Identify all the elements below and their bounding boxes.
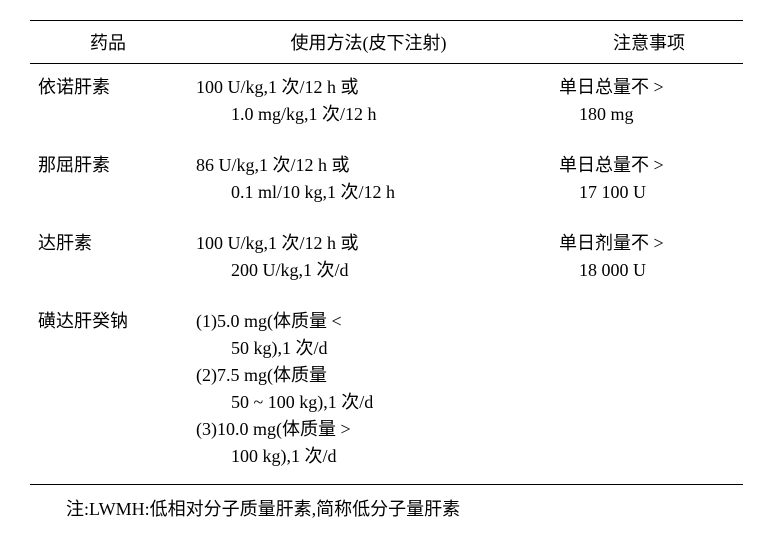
usage-line: 50 ~ 100 kg),1 次/d	[186, 389, 551, 416]
usage-cell: (1)5.0 mg(体质量 < 50 kg),1 次/d (2)7.5 mg(体…	[182, 298, 555, 485]
drug-name: 那屈肝素	[30, 142, 182, 220]
usage-line: (2)7.5 mg(体质量	[186, 362, 551, 389]
drug-name: 达肝素	[30, 220, 182, 298]
usage-line: 200 U/kg,1 次/d	[186, 257, 551, 284]
table-header-row: 药品 使用方法(皮下注射) 注意事项	[30, 21, 743, 64]
usage-line: (1)5.0 mg(体质量 <	[186, 308, 551, 335]
table-row: 依诺肝素 100 U/kg,1 次/12 h 或 1.0 mg/kg,1 次/1…	[30, 64, 743, 143]
table-row: 那屈肝素 86 U/kg,1 次/12 h 或 0.1 ml/10 kg,1 次…	[30, 142, 743, 220]
usage-line: 86 U/kg,1 次/12 h 或	[186, 152, 551, 179]
caution-line: 17 100 U	[559, 179, 739, 206]
drug-name: 磺达肝癸钠	[30, 298, 182, 485]
usage-cell: 100 U/kg,1 次/12 h 或 200 U/kg,1 次/d	[182, 220, 555, 298]
footer-note: 注:LWMH:低相对分子质量肝素,简称低分子量肝素	[30, 485, 743, 521]
caution-line: 18 000 U	[559, 257, 739, 284]
caution-line: 单日剂量不 >	[559, 230, 739, 257]
caution-cell: 单日剂量不 > 18 000 U	[555, 220, 743, 298]
usage-line: 100 U/kg,1 次/12 h 或	[186, 74, 551, 101]
header-usage: 使用方法(皮下注射)	[182, 21, 555, 64]
usage-cell: 86 U/kg,1 次/12 h 或 0.1 ml/10 kg,1 次/12 h	[182, 142, 555, 220]
table-row: 磺达肝癸钠 (1)5.0 mg(体质量 < 50 kg),1 次/d (2)7.…	[30, 298, 743, 485]
drug-name: 依诺肝素	[30, 64, 182, 143]
caution-line: 单日总量不 >	[559, 152, 739, 179]
header-caution: 注意事项	[555, 21, 743, 64]
usage-cell: 100 U/kg,1 次/12 h 或 1.0 mg/kg,1 次/12 h	[182, 64, 555, 143]
usage-line: 0.1 ml/10 kg,1 次/12 h	[186, 179, 551, 206]
caution-line: 单日总量不 >	[559, 74, 739, 101]
caution-cell: 单日总量不 > 180 mg	[555, 64, 743, 143]
usage-line: 100 kg),1 次/d	[186, 443, 551, 470]
table-row: 达肝素 100 U/kg,1 次/12 h 或 200 U/kg,1 次/d 单…	[30, 220, 743, 298]
caution-cell: 单日总量不 > 17 100 U	[555, 142, 743, 220]
drug-dosage-table: 药品 使用方法(皮下注射) 注意事项 依诺肝素 100 U/kg,1 次/12 …	[30, 20, 743, 485]
caution-line: 180 mg	[559, 101, 739, 128]
usage-line: 50 kg),1 次/d	[186, 335, 551, 362]
usage-line: (3)10.0 mg(体质量 >	[186, 416, 551, 443]
caution-cell	[555, 298, 743, 485]
header-drug: 药品	[30, 21, 182, 64]
usage-line: 1.0 mg/kg,1 次/12 h	[186, 101, 551, 128]
usage-line: 100 U/kg,1 次/12 h 或	[186, 230, 551, 257]
